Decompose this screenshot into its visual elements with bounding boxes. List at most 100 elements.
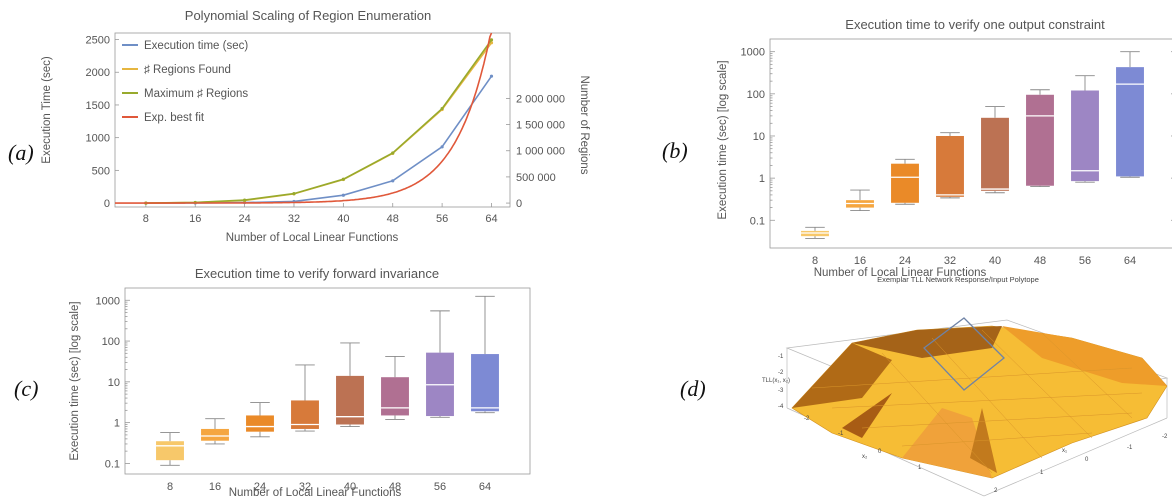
chart-c-yticks: 0.1 1 10 100 1000 xyxy=(96,295,130,470)
chart-b-xtick-label: 40 xyxy=(989,255,1001,267)
chart-a-legend: Execution time (sec) ♯ Regions Found Maxim… xyxy=(122,40,248,124)
chart-b-xtick-label: 24 xyxy=(899,255,911,267)
surface-x1label: x₁ xyxy=(1062,448,1067,454)
surface-x1ticks: -2 -1 0 1 2 xyxy=(994,434,1169,494)
chart-a-region-scaling: Polynomial Scaling of Region Enumeration… xyxy=(41,8,590,244)
chart-b-output-constraint: Execution time to verify one output cons… xyxy=(717,17,1172,279)
chart-a-series xyxy=(115,32,494,205)
chart-c-xtick-label: 32 xyxy=(299,481,311,493)
chart-b-box xyxy=(891,163,919,203)
surface-ztick: -4 xyxy=(778,404,784,410)
chart-a-point-2 xyxy=(243,198,247,202)
chart-b-xticks: 8 16 24 32 40 48 56 64 xyxy=(812,255,1136,267)
chart-b-xtick-label: 8 xyxy=(812,255,818,267)
chart-a-yticks-right: 0 500 000 1 000 000 1 500 000 2 000 000 xyxy=(506,93,565,210)
chart-a-point-2 xyxy=(341,177,345,181)
chart-b-box xyxy=(936,135,964,197)
chart-c-frame xyxy=(124,287,531,475)
chart-c-box xyxy=(381,377,409,416)
chart-b-xtick-label: 56 xyxy=(1079,255,1091,267)
chart-c-xtick-label: 64 xyxy=(479,481,491,493)
chart-b-ytick-label: 100 xyxy=(747,89,765,101)
chart-b-ytick-label: 10 xyxy=(753,131,765,143)
chart-c-ytick-label: 1000 xyxy=(96,295,120,307)
chart-c-ylabel: Execution time (sec) [log scale] xyxy=(69,301,81,460)
chart-a-ytick-right-label: 0 xyxy=(516,198,522,210)
panel-label-c: (c) xyxy=(14,376,39,401)
chart-a-ytick-label: 1000 xyxy=(86,133,110,145)
chart-a-point-0 xyxy=(341,193,345,197)
chart-c-xlabel: Number of Local Linear Functions xyxy=(229,487,402,499)
chart-c-title: Execution time to verify forward invaria… xyxy=(195,266,439,281)
chart-a-series-line-2 xyxy=(145,39,493,204)
chart-b-ytick-label: 1 xyxy=(759,173,765,185)
surface-plot-title: Exemplar TLL Network Response/Input Poly… xyxy=(877,275,1039,284)
panel-label-a: (a) xyxy=(8,140,34,165)
surface-dark-facet-left xyxy=(792,343,892,408)
surface-x2tick: 1 xyxy=(918,465,922,471)
chart-a-ytick-label: 2500 xyxy=(86,35,110,47)
surface-mid-facet-right xyxy=(1002,326,1167,386)
chart-c-xtick-label: 56 xyxy=(434,481,446,493)
chart-c-xtick-label: 48 xyxy=(389,481,401,493)
chart-a-point-2 xyxy=(391,151,395,155)
chart-a-ytick-right-label: 2 000 000 xyxy=(516,93,565,105)
chart-a-legend-label: Maximum ♯ Regions xyxy=(144,88,248,100)
chart-a-point-2 xyxy=(489,38,494,42)
chart-c-boxes xyxy=(156,295,499,466)
chart-c-ytick-label: 10 xyxy=(108,377,120,389)
surface-x1tick: 2 xyxy=(994,488,998,494)
chart-a-xtick-label: 24 xyxy=(238,213,250,225)
chart-a-xtick-label: 64 xyxy=(485,213,497,225)
chart-a-ytick-label: 0 xyxy=(104,198,110,210)
chart-b-xtick-label: 16 xyxy=(854,255,866,267)
chart-a-xtick-label: 40 xyxy=(337,213,349,225)
chart-a-xtick-label: 48 xyxy=(387,213,399,225)
surface-ztick: -3 xyxy=(778,388,784,394)
surface-mesh xyxy=(791,317,1168,479)
chart-b-box xyxy=(1071,90,1099,182)
surface-x2label: x₂ xyxy=(862,454,868,460)
chart-a-xlabel: Number of Local Linear Functions xyxy=(226,232,399,244)
surface-dark-facet-top xyxy=(852,326,1002,358)
chart-b-frame xyxy=(769,38,1172,249)
chart-a-legend-label: Execution time (sec) xyxy=(144,40,248,52)
chart-a-point-0 xyxy=(440,145,444,149)
chart-b-xtick-label: 48 xyxy=(1034,255,1046,267)
chart-a-ytick-right-label: 500 000 xyxy=(516,172,556,184)
surface-x2tick: -1 xyxy=(838,431,844,437)
chart-c-ytick-label: 1 xyxy=(114,418,120,430)
surface-ztick: -1 xyxy=(778,354,784,360)
chart-c-box xyxy=(201,428,229,441)
surface-zlabel: TLL(x₁, x₂) xyxy=(762,378,790,384)
surface-dark-spike-left xyxy=(842,393,892,438)
surface-x1tick: 1 xyxy=(1040,470,1044,476)
surface-zticks: -1 -2 -3 -4 xyxy=(778,354,785,410)
surface-x2tick: -2 xyxy=(804,416,810,422)
chart-a-point-0 xyxy=(391,179,395,183)
chart-a-xtick-label: 16 xyxy=(189,213,201,225)
chart-b-box xyxy=(981,117,1009,191)
chart-b-box xyxy=(1026,94,1054,186)
chart-b-box xyxy=(1116,67,1144,177)
chart-c-xtick-label: 24 xyxy=(254,481,266,493)
surface-plot-tll: Exemplar TLL Network Response/Input Poly… xyxy=(762,275,1169,497)
chart-a-ylabel-right: Number of Regions xyxy=(578,75,590,174)
surface-x1tick: -1 xyxy=(1127,445,1133,451)
chart-a-ytick-label: 500 xyxy=(92,165,110,177)
surface-mesh-lines xyxy=(811,329,1143,474)
chart-a-yticks: 0 500 1000 1500 2000 2500 xyxy=(86,35,119,210)
chart-c-ytick-label: 0.1 xyxy=(105,458,120,470)
chart-a-xtick-label: 56 xyxy=(436,213,448,225)
chart-a-title: Polynomial Scaling of Region Enumeration xyxy=(185,8,431,23)
chart-a-point-2 xyxy=(292,191,296,196)
chart-a-series-line-3 xyxy=(115,32,493,204)
surface-x1tick: 0 xyxy=(1085,457,1089,463)
chart-a-point-0 xyxy=(489,74,494,78)
chart-b-ylabel: Execution time (sec) [log scale] xyxy=(717,60,729,219)
chart-c-ytick-label: 100 xyxy=(102,336,120,348)
chart-a-ytick-right-label: 1 500 000 xyxy=(516,120,565,132)
chart-c-box xyxy=(156,441,184,461)
chart-a-frame xyxy=(114,32,511,208)
chart-c-xticks: 8 16 24 32 40 48 56 64 xyxy=(167,481,491,493)
